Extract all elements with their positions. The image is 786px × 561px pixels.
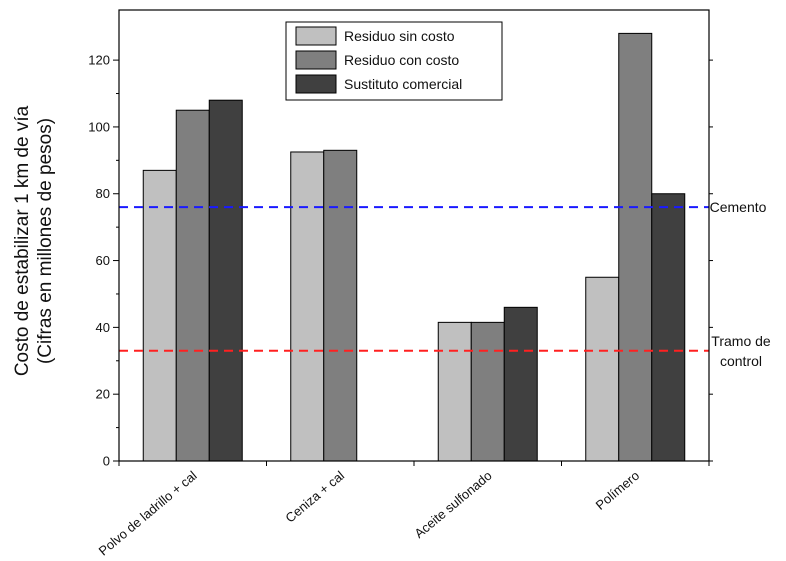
bar-1-3 xyxy=(437,321,472,462)
bar-2-4 xyxy=(618,32,653,462)
x-category-label-1: Polvo de ladrillo + cal xyxy=(96,468,200,559)
bar-1-4 xyxy=(585,276,620,462)
y-tick-label-120: 120 xyxy=(88,53,110,68)
legend-label-3: Sustituto comercial xyxy=(344,76,462,92)
bar-2-2 xyxy=(323,149,358,462)
bars-group xyxy=(142,32,686,462)
y-axis-title-line-1: Costo de estabilizar 1 km de vía xyxy=(12,105,33,376)
x-category-label-4: Polímero xyxy=(593,468,643,513)
legend-label-1: Residuo sin costo xyxy=(344,28,455,44)
reference-lines-group xyxy=(119,206,709,352)
legend-swatch-1 xyxy=(295,26,337,46)
y-tick-label-0: 0 xyxy=(103,454,110,469)
bar-1-2 xyxy=(290,151,325,462)
y-axis: 0 20 40 60 80 100 120 xyxy=(88,53,713,469)
bar-3-3 xyxy=(503,306,538,462)
x-category-label-3: Aceite sulfonado xyxy=(411,468,494,541)
reference-labels: Cemento Tramo de control xyxy=(710,199,771,369)
bar-3-1 xyxy=(208,99,243,462)
x-axis: Polvo de ladrillo + cal Ceniza + cal Aceit… xyxy=(96,461,710,559)
y-tick-label-20: 20 xyxy=(96,387,110,402)
reference-label-2-line-1: Tramo de xyxy=(711,333,771,349)
legend-swatch-3 xyxy=(295,74,337,94)
y-tick-label-80: 80 xyxy=(96,186,110,201)
reference-label-1-line-1: Cemento xyxy=(710,199,767,215)
bar-2-1 xyxy=(175,109,210,462)
y-tick-label-60: 60 xyxy=(96,253,110,268)
bar-1-1 xyxy=(142,169,177,462)
legend-swatch-2 xyxy=(295,50,337,70)
legend: Residuo sin costo Residuo con costo Sustit… xyxy=(285,21,503,101)
y-axis-title-line-2: (Cifras en millones de pesos) xyxy=(35,118,56,364)
y-tick-label-40: 40 xyxy=(96,320,110,335)
bar-3-4 xyxy=(651,193,686,462)
reference-label-2-line-2: control xyxy=(720,353,762,369)
x-category-label-2: Ceniza + cal xyxy=(282,468,347,526)
bar-2-3 xyxy=(470,321,505,462)
y-axis-title: Costo de estabilizar 1 km de vía (Cifras… xyxy=(12,105,56,376)
y-tick-label-100: 100 xyxy=(88,119,110,134)
legend-label-2: Residuo con costo xyxy=(344,52,459,68)
